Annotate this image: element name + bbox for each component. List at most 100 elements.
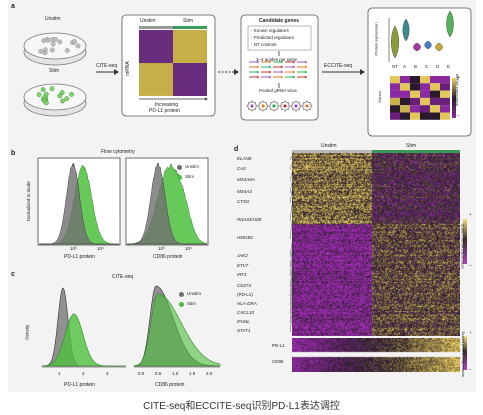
mrna-scale-label: Scaled mRNA expression [460,223,466,269]
gene-label: MS4A3 [237,189,252,194]
heat-scale-minus: − [457,113,460,119]
dish-stim-cells [36,86,74,106]
panel-d-graphics [289,150,467,370]
panel-label-a: a [11,3,15,10]
gene-leader-line [289,299,295,333]
dish-unstim-cells [38,36,81,56]
guide-rna-head [293,65,296,69]
density-left-tick: 1 [58,371,61,376]
virus-spike [276,108,279,111]
guide-rna-arrows [249,60,308,79]
guide-rna-head [269,75,272,79]
heatmap-cell [410,83,420,91]
cell-stim [36,92,42,98]
heat-ylabel: Genes [376,91,382,103]
cell-unstim [53,36,58,42]
cell-unstim [41,38,47,44]
violin [446,10,454,38]
flow-right-unstim [127,162,207,245]
virus-spike [265,101,268,104]
heatmap-cell [440,76,450,84]
heatmap-cell [440,90,450,98]
guide-rna-head [293,60,296,64]
virus-spike [254,108,257,111]
protein-strips [292,338,460,372]
heatmap-cell [420,112,430,120]
flow-legend-stim: Stim [185,174,194,179]
virus-spike [269,108,272,111]
density-ylabel: Density [24,324,30,340]
heatmap-cell [410,112,420,120]
matrix-x-arrow-head [205,97,208,101]
heatmap-cell [400,112,410,120]
heatmap-cell [410,76,420,84]
gene-label: IFI44L [237,319,250,324]
panel-label-d: d [234,146,239,153]
virus-core [294,104,298,108]
virus-spike [280,108,283,111]
heatmap-cell [420,83,430,91]
heatmap-cell [390,76,400,84]
heatmap-cell [410,97,420,106]
heatmap-cell [400,90,410,98]
mrna-scale-minus: − [469,263,472,268]
guide-rna-head [257,70,260,74]
cell-stim [43,100,49,106]
guides-label: 3–4 guides per gene [256,57,298,62]
heatmap-cell [440,97,450,106]
heatmap-cell [390,83,400,91]
violin-ylabel: Protein expression [373,22,379,56]
violin-category-label: B [414,64,418,69]
heatmap-cell [420,90,430,98]
gene-leader-line [289,179,295,204]
matrix-q4 [173,63,207,96]
guide-rna-head [305,65,308,69]
gene-label: CA2 [237,166,246,171]
pooled-label: Pooled gRNA virus [259,88,297,93]
virus-spike [291,108,294,111]
heatmap-cell [390,97,400,106]
gene-leader-line [289,204,295,240]
cell-stim [69,92,74,97]
gene-leader-line [289,235,295,268]
heatmap-cell [420,76,430,84]
heatmap-cell [400,97,410,106]
gene-label: RNASEH2B [237,217,262,222]
guide-rna-head [281,75,284,79]
cell-unstim [38,48,44,54]
virus-spike [247,108,250,111]
matrix-stim-bar [173,26,207,29]
arrow-to-candidates-head [234,69,239,75]
protein-row-pdl1: PD-L1 [272,343,285,348]
candidate-item-1: · Known regulators [251,28,289,33]
guide-rna-head [305,70,308,74]
virus-spike [276,101,279,104]
guide-rna-head [269,60,272,64]
guide-rna-head [293,70,296,74]
matrix-xlabel-2: PD-L1 protein [149,108,180,114]
heatmap-cell [410,90,420,98]
candidate-list-box [247,25,312,51]
panel-c-graphics [41,285,221,368]
violin-category-label: D [436,64,440,69]
density-right-tick: 1.0 [172,371,179,376]
cell-unstim [49,47,55,53]
arrow-eccite-seq-head [360,69,365,75]
cell-unstim [50,41,56,47]
matrix-texture [139,30,207,94]
guide-rna-head [281,65,284,69]
density-left-stim [41,313,126,367]
heat-small-scale [452,78,456,118]
guide-rna-head [281,60,284,64]
cell-unstim [42,47,48,53]
gene-label: ETV7 [237,263,249,268]
virus-core [261,104,265,108]
density-curves [41,285,221,367]
matrix-xlabel-1: Increasing [155,102,179,108]
heatmap-cell [420,97,430,106]
cell-stim [57,93,63,99]
virus-spike [258,101,261,104]
cell-stim [43,91,49,97]
dish-unstim [23,32,87,66]
